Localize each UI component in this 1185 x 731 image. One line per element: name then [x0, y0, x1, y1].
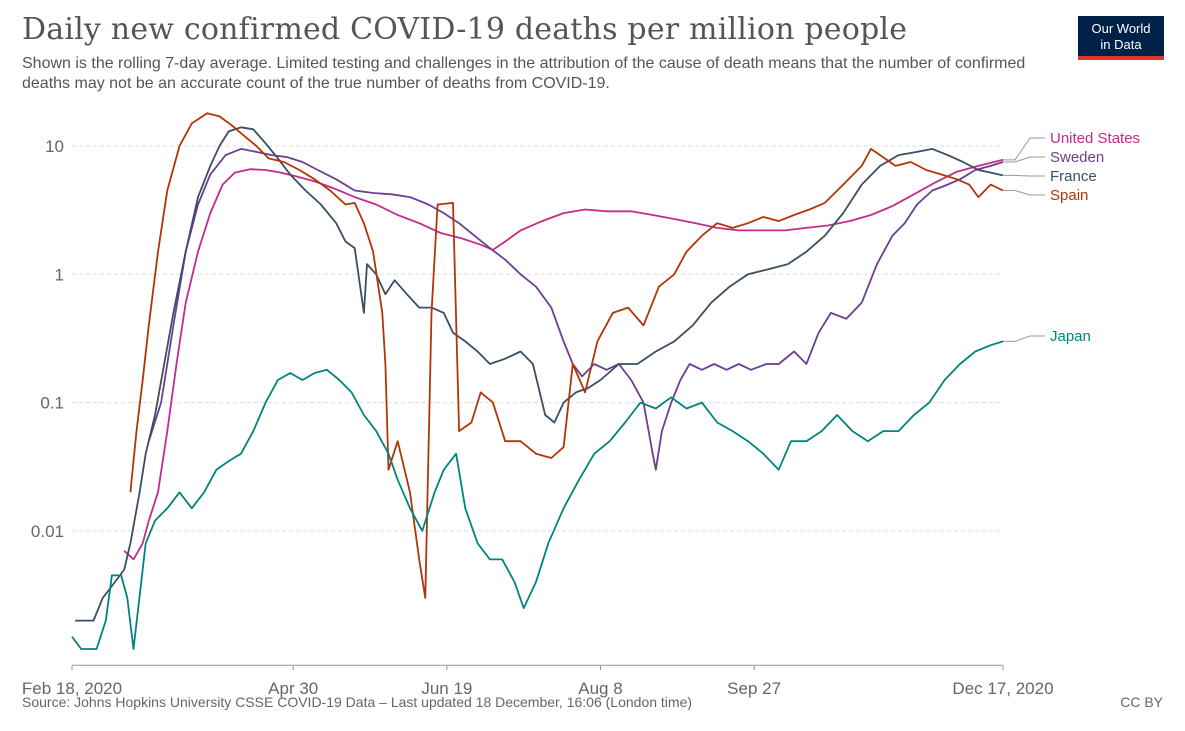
label-connector — [1003, 156, 1045, 163]
series-line-united-states — [123, 158, 1004, 561]
license-link[interactable]: CC BY — [1120, 694, 1163, 710]
chart-subtitle: Shown is the rolling 7-day average. Limi… — [22, 55, 1026, 92]
label-connector — [1003, 137, 1045, 161]
logo-line-2: in Data — [1100, 37, 1142, 52]
y-axis-ticks: 10 1 0.1 0.01 — [31, 137, 64, 541]
series-label: Japan — [1050, 328, 1091, 345]
owid-logo[interactable]: Our World in Data — [1078, 16, 1164, 60]
x-tick-label: Dec 17, 2020 — [952, 679, 1053, 698]
x-axis: Feb 18, 2020 Apr 30 Jun 19 Aug 8 Sep 27 Dec 1… — [22, 664, 1054, 698]
grid-lines — [72, 145, 1003, 532]
x-tick-label: Jun 19 — [421, 679, 472, 698]
x-tick-label: Feb 18, 2020 — [22, 679, 122, 698]
series-line-japan — [71, 340, 1004, 650]
x-tick-label: Apr 30 — [268, 679, 318, 698]
y-tick-label: 10 — [45, 137, 64, 156]
label-connector — [1003, 174, 1045, 177]
logo-line-1: Our World — [1091, 21, 1151, 36]
series-labels: United States Sweden France Spain Japan — [1003, 130, 1140, 345]
y-tick-label: 0.01 — [31, 522, 64, 541]
series-line-sweden — [147, 147, 1004, 471]
series-label: Spain — [1050, 187, 1088, 204]
series-line-france — [75, 126, 1004, 622]
y-tick-label: 1 — [55, 265, 64, 284]
source-note: Source: Johns Hopkins University CSSE CO… — [22, 694, 693, 710]
series-line-spain — [129, 112, 1004, 599]
x-tick-label: Sep 27 — [727, 679, 781, 698]
label-connector — [1003, 189, 1045, 196]
series-label: Sweden — [1050, 149, 1104, 166]
label-connector — [1003, 335, 1045, 342]
x-tick-label: Aug 8 — [578, 679, 622, 698]
series-label: United States — [1050, 130, 1140, 147]
series-lines — [71, 112, 1004, 650]
series-label: France — [1050, 168, 1097, 185]
y-tick-label: 0.1 — [40, 394, 64, 413]
chart-title: Daily new confirmed COVID-19 deaths per … — [22, 12, 908, 47]
